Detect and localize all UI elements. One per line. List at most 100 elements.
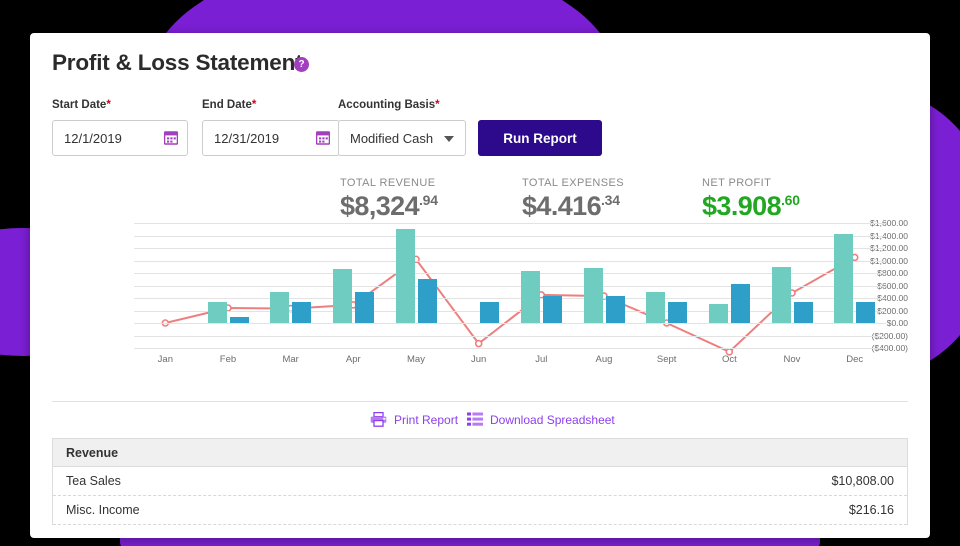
chart-y-tick: ($200.00) <box>871 330 908 341</box>
chart-y-tick: $1,000.00 <box>870 255 908 266</box>
chart-x-tick: May <box>407 354 425 365</box>
net-profit-marker <box>474 339 483 348</box>
chart-gridline <box>134 348 886 349</box>
chart-plot-area: Jan Feb Mar Apr May Jun Jul Aug Sept Oct Nov Dec <box>134 223 886 365</box>
chart-x-tick: Oct <box>721 354 737 365</box>
chart-x-tick: Aug <box>595 354 613 365</box>
chart-y-tick: $0.00 <box>886 318 908 328</box>
kpi-whole: $4.416 <box>522 191 602 221</box>
chart-gridline <box>134 248 886 249</box>
chart-x-tick: Dec <box>846 354 864 365</box>
chart-bar-revenue <box>207 302 227 323</box>
profit-loss-chart: $1,600.00 $1,400.00 $1,200.00 $1,000.00 $800… <box>52 218 908 383</box>
chart-bar-revenue <box>583 268 603 323</box>
kpi-cents: .60 <box>780 192 800 208</box>
chart-x-tick: Nov <box>783 354 801 365</box>
kpi-whole: $3.908 <box>702 191 782 221</box>
end-date-input[interactable]: 12/31/2019 <box>202 120 340 156</box>
chart-y-tick: $1,200.00 <box>870 243 908 253</box>
table-section-row: Revenue <box>53 439 907 467</box>
required-asterisk: * <box>435 99 440 111</box>
net-profit-polyline <box>165 256 856 353</box>
kpi-cents: .34 <box>600 192 620 208</box>
chart-bar-expenses <box>417 279 437 323</box>
calendar-icon[interactable] <box>164 130 178 145</box>
table-row-label: Revenue <box>66 446 119 460</box>
chart-bar-revenue <box>332 269 352 323</box>
printer-icon <box>370 412 387 427</box>
chart-bar-expenses <box>480 302 500 323</box>
chart-bar-expenses <box>229 317 249 323</box>
chart-x-tick: Mar <box>282 354 299 365</box>
chart-y-tick: $600.00 <box>877 280 908 291</box>
chart-bar-revenue <box>270 292 290 323</box>
chart-x-tick: Jan <box>157 354 173 365</box>
kpi-caption: TOTAL REVENUE <box>340 177 436 189</box>
report-card: Profit & Loss Statement ? Start Date* 12… <box>30 33 930 538</box>
chart-bar-revenue <box>771 266 791 323</box>
profit-loss-table: Revenue Tea Sales $10,808.00 Misc. Income $2… <box>52 438 908 525</box>
run-report-button[interactable]: Run Report <box>478 120 602 156</box>
accounting-basis-value: Modified Cash <box>350 131 434 146</box>
kpi-total-revenue: TOTAL REVENUE $8,324.94 <box>340 177 438 222</box>
kpi-total-expenses: TOTAL EXPENSES $4.416.34 <box>522 177 624 222</box>
table-row-label: Tea Sales <box>66 474 121 488</box>
chart-gridline <box>134 223 886 224</box>
chart-bar-revenue <box>520 271 540 323</box>
table-row-amount: $10,808.00 <box>831 474 894 488</box>
chevron-down-icon[interactable] <box>444 136 454 142</box>
chart-x-tick: Jun <box>470 354 487 365</box>
kpi-value: $4.416.34 <box>522 191 624 222</box>
required-asterisk: * <box>251 99 257 111</box>
print-report-link[interactable]: Print Report <box>370 412 458 427</box>
table-row: Tea Sales $10,808.00 <box>53 467 907 496</box>
end-date-label: End Date* <box>202 99 257 111</box>
chart-y-tick: $1,600.00 <box>870 218 908 228</box>
kpi-value: $8,324.94 <box>340 191 438 222</box>
chart-bar-expenses <box>354 292 374 323</box>
chart-gridline <box>134 273 886 274</box>
required-asterisk: * <box>106 99 111 111</box>
accounting-basis-select[interactable]: Modified Cash <box>338 120 466 156</box>
chart-y-tick: $400.00 <box>877 293 908 303</box>
kpi-caption: TOTAL EXPENSES <box>522 177 624 189</box>
chart-gridline <box>134 235 886 237</box>
chart-gridline <box>134 323 886 324</box>
calendar-icon[interactable] <box>316 130 330 145</box>
chart-y-tick: $200.00 <box>877 305 908 316</box>
chart-bar-expenses <box>856 301 876 323</box>
report-actions: Print Report Download Spreadsheet <box>52 401 908 431</box>
kpi-whole: $8,324 <box>340 191 420 221</box>
chart-x-tick: Sept <box>656 354 677 365</box>
table-row-amount: $216.16 <box>848 503 894 517</box>
chart-gridline <box>134 298 886 299</box>
start-date-label: Start Date* <box>52 99 111 111</box>
download-spreadsheet-label: Download Spreadsheet <box>490 412 615 427</box>
spreadsheet-icon <box>467 412 483 426</box>
accounting-basis-label: Accounting Basis* <box>338 99 440 111</box>
chart-bar-expenses <box>668 302 688 323</box>
chart-y-tick: $800.00 <box>877 268 908 278</box>
chart-gridline <box>134 310 886 312</box>
chart-x-tick: Feb <box>219 354 237 365</box>
chart-bar-expenses <box>730 284 750 323</box>
chart-y-tick: ($400.00) <box>871 343 908 353</box>
question-mark-icon[interactable]: ? <box>294 57 309 72</box>
kpi-cents: .94 <box>418 192 438 208</box>
chart-bar-revenue <box>646 291 666 323</box>
chart-x-tick: Apr <box>345 354 361 365</box>
table-row: Misc. Income $216.16 <box>53 496 907 525</box>
table-row-label: Misc. Income <box>66 503 140 517</box>
chart-bar-revenue <box>395 229 415 323</box>
chart-bar-expenses <box>793 301 813 323</box>
chart-bar-expenses <box>542 296 562 323</box>
download-spreadsheet-link[interactable]: Download Spreadsheet <box>467 412 615 427</box>
chart-bar-revenue <box>708 304 728 323</box>
chart-bar-expenses <box>605 296 625 323</box>
start-date-input[interactable]: 12/1/2019 <box>52 120 188 156</box>
chart-gridline <box>134 260 886 262</box>
chart-bar-expenses <box>292 301 312 323</box>
page-title: Profit & Loss Statement <box>52 50 303 75</box>
chart-x-tick: Jul <box>535 354 548 365</box>
